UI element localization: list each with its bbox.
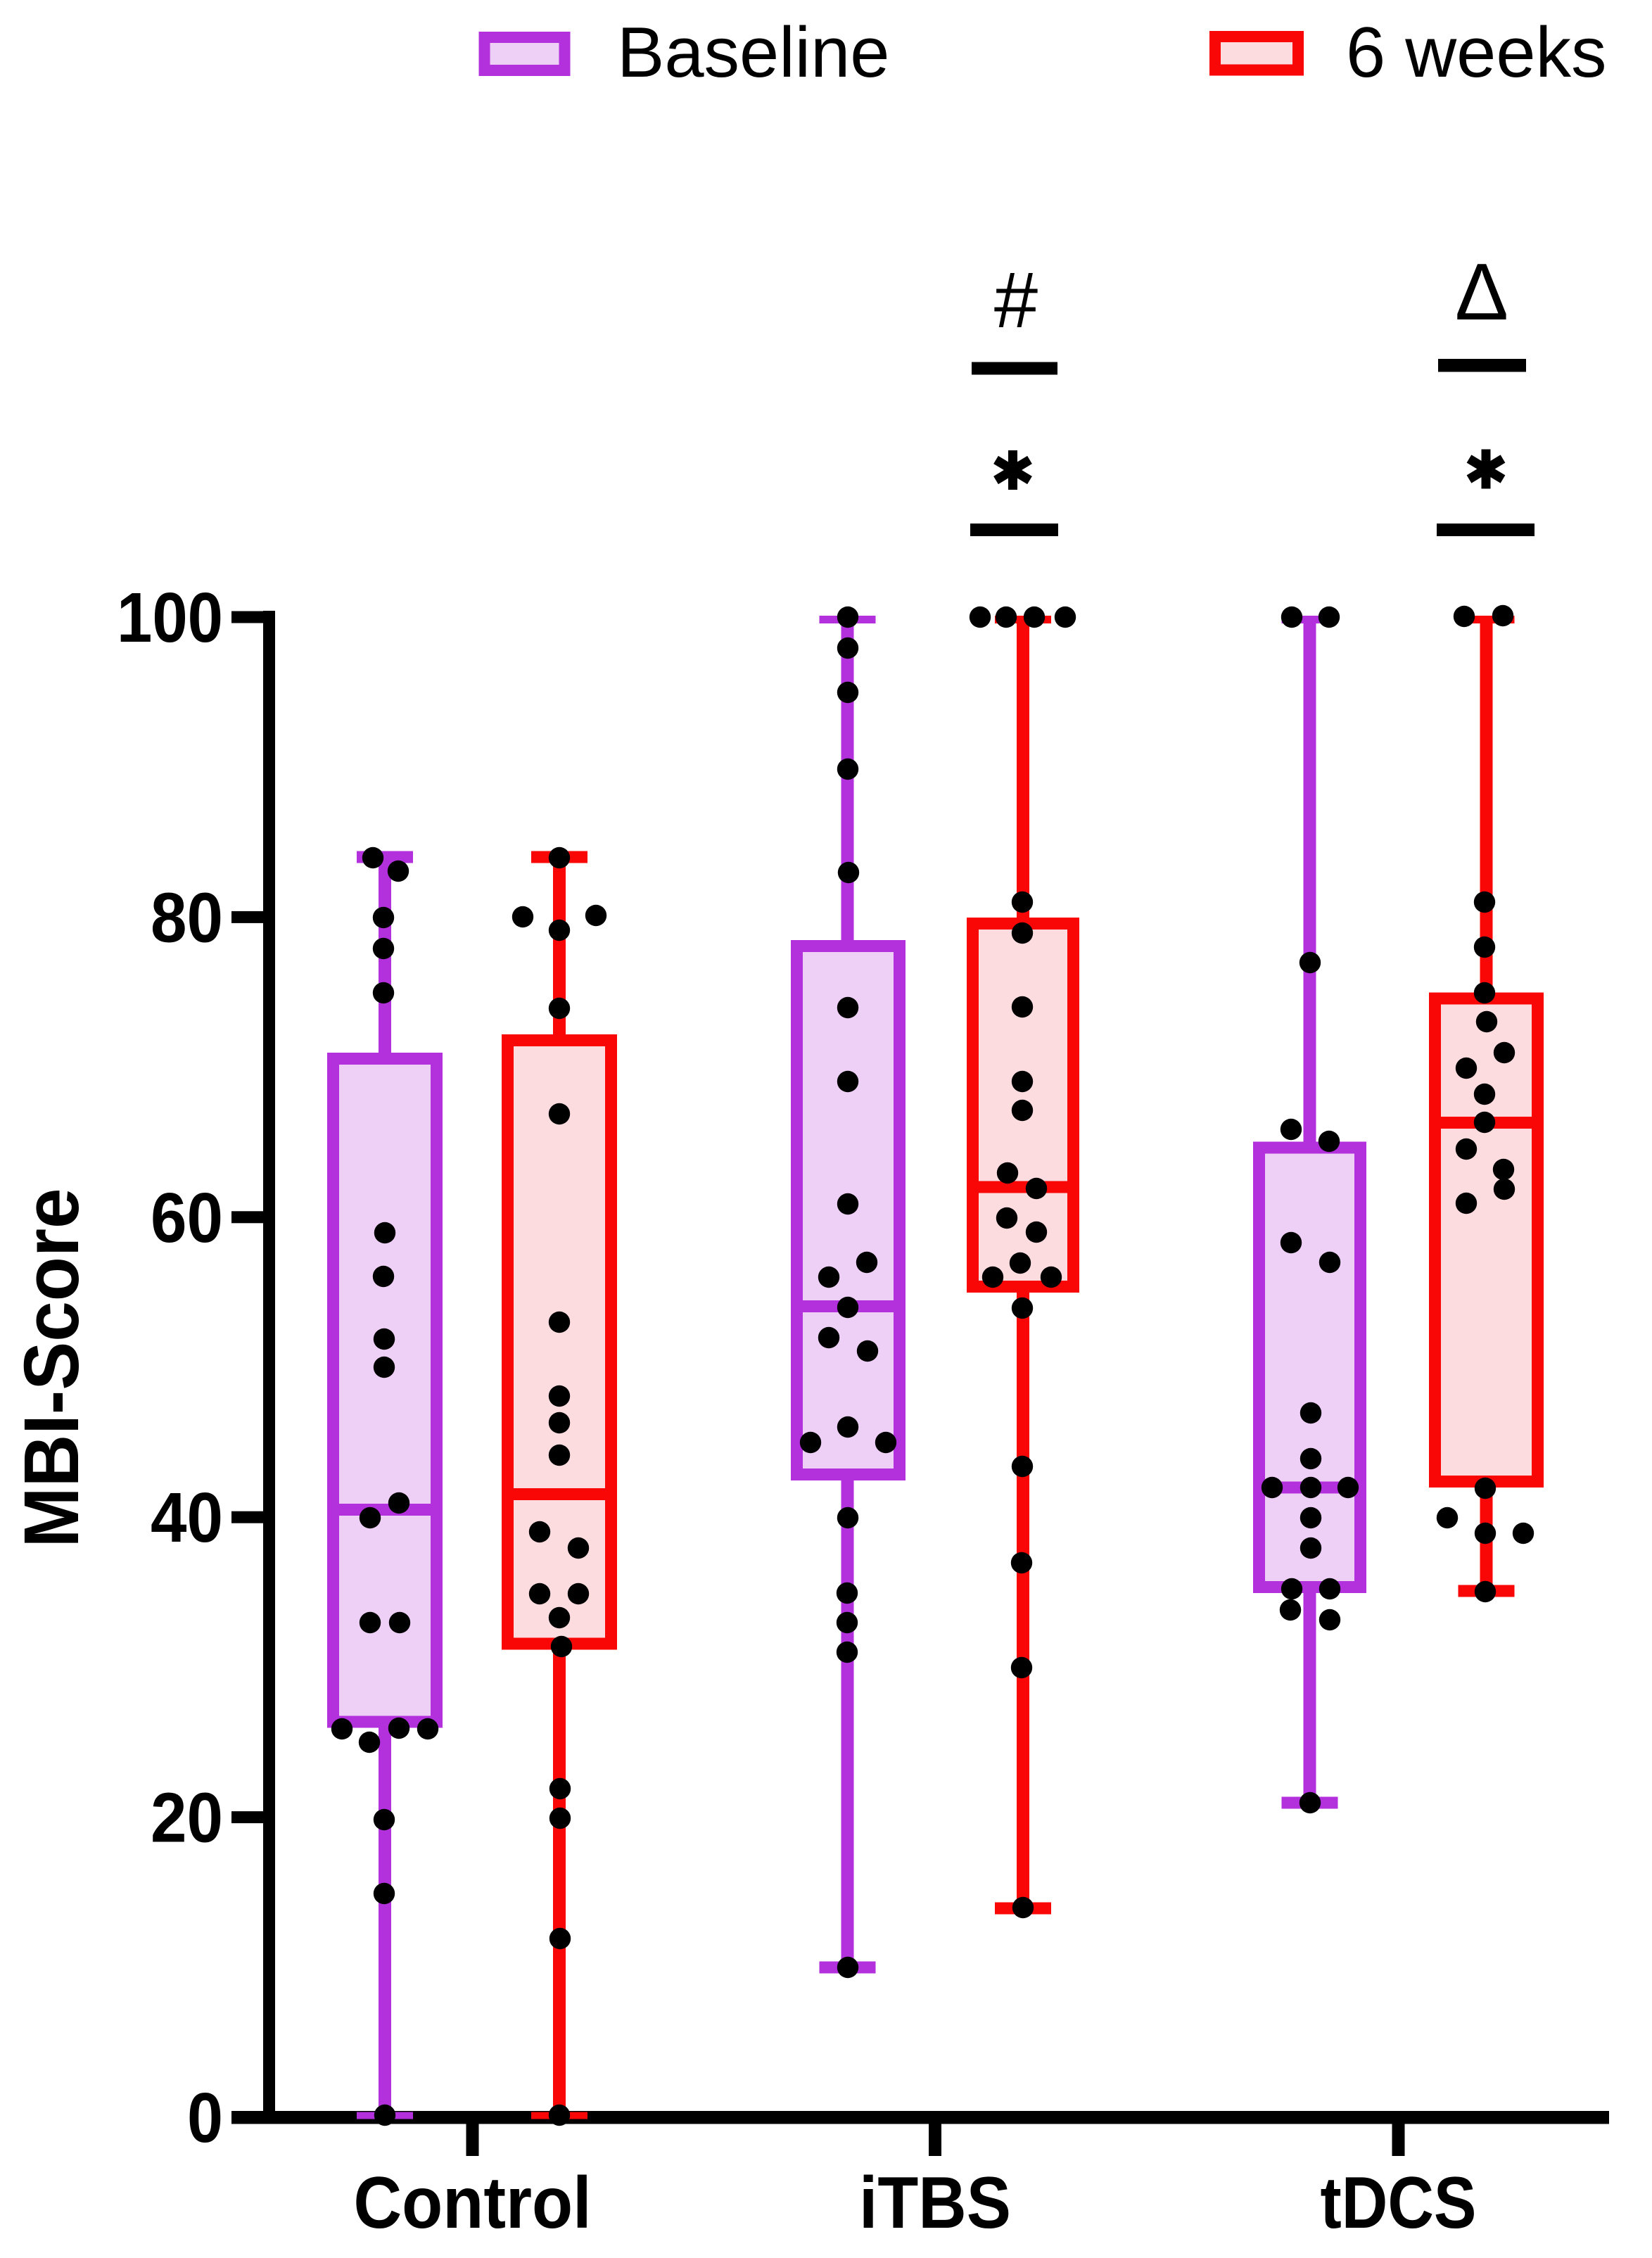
svg-text:Control: Control xyxy=(354,2162,592,2244)
svg-text:60: 60 xyxy=(151,1179,223,1257)
svg-text:#: # xyxy=(994,256,1038,344)
svg-text:0: 0 xyxy=(187,2079,223,2157)
svg-text:80: 80 xyxy=(151,878,223,957)
svg-text:MBI-Score: MBI-Score xyxy=(8,1188,95,1548)
svg-text:tDCS: tDCS xyxy=(1321,2162,1477,2244)
svg-text:6 weeks: 6 weeks xyxy=(1346,13,1607,92)
svg-text:20: 20 xyxy=(151,1779,223,1858)
svg-text:40: 40 xyxy=(151,1478,223,1557)
svg-text:iTBS: iTBS xyxy=(859,2162,1011,2244)
svg-text:Baseline: Baseline xyxy=(617,13,889,92)
svg-text:100: 100 xyxy=(117,578,223,657)
svg-text:Δ: Δ xyxy=(1455,248,1508,337)
